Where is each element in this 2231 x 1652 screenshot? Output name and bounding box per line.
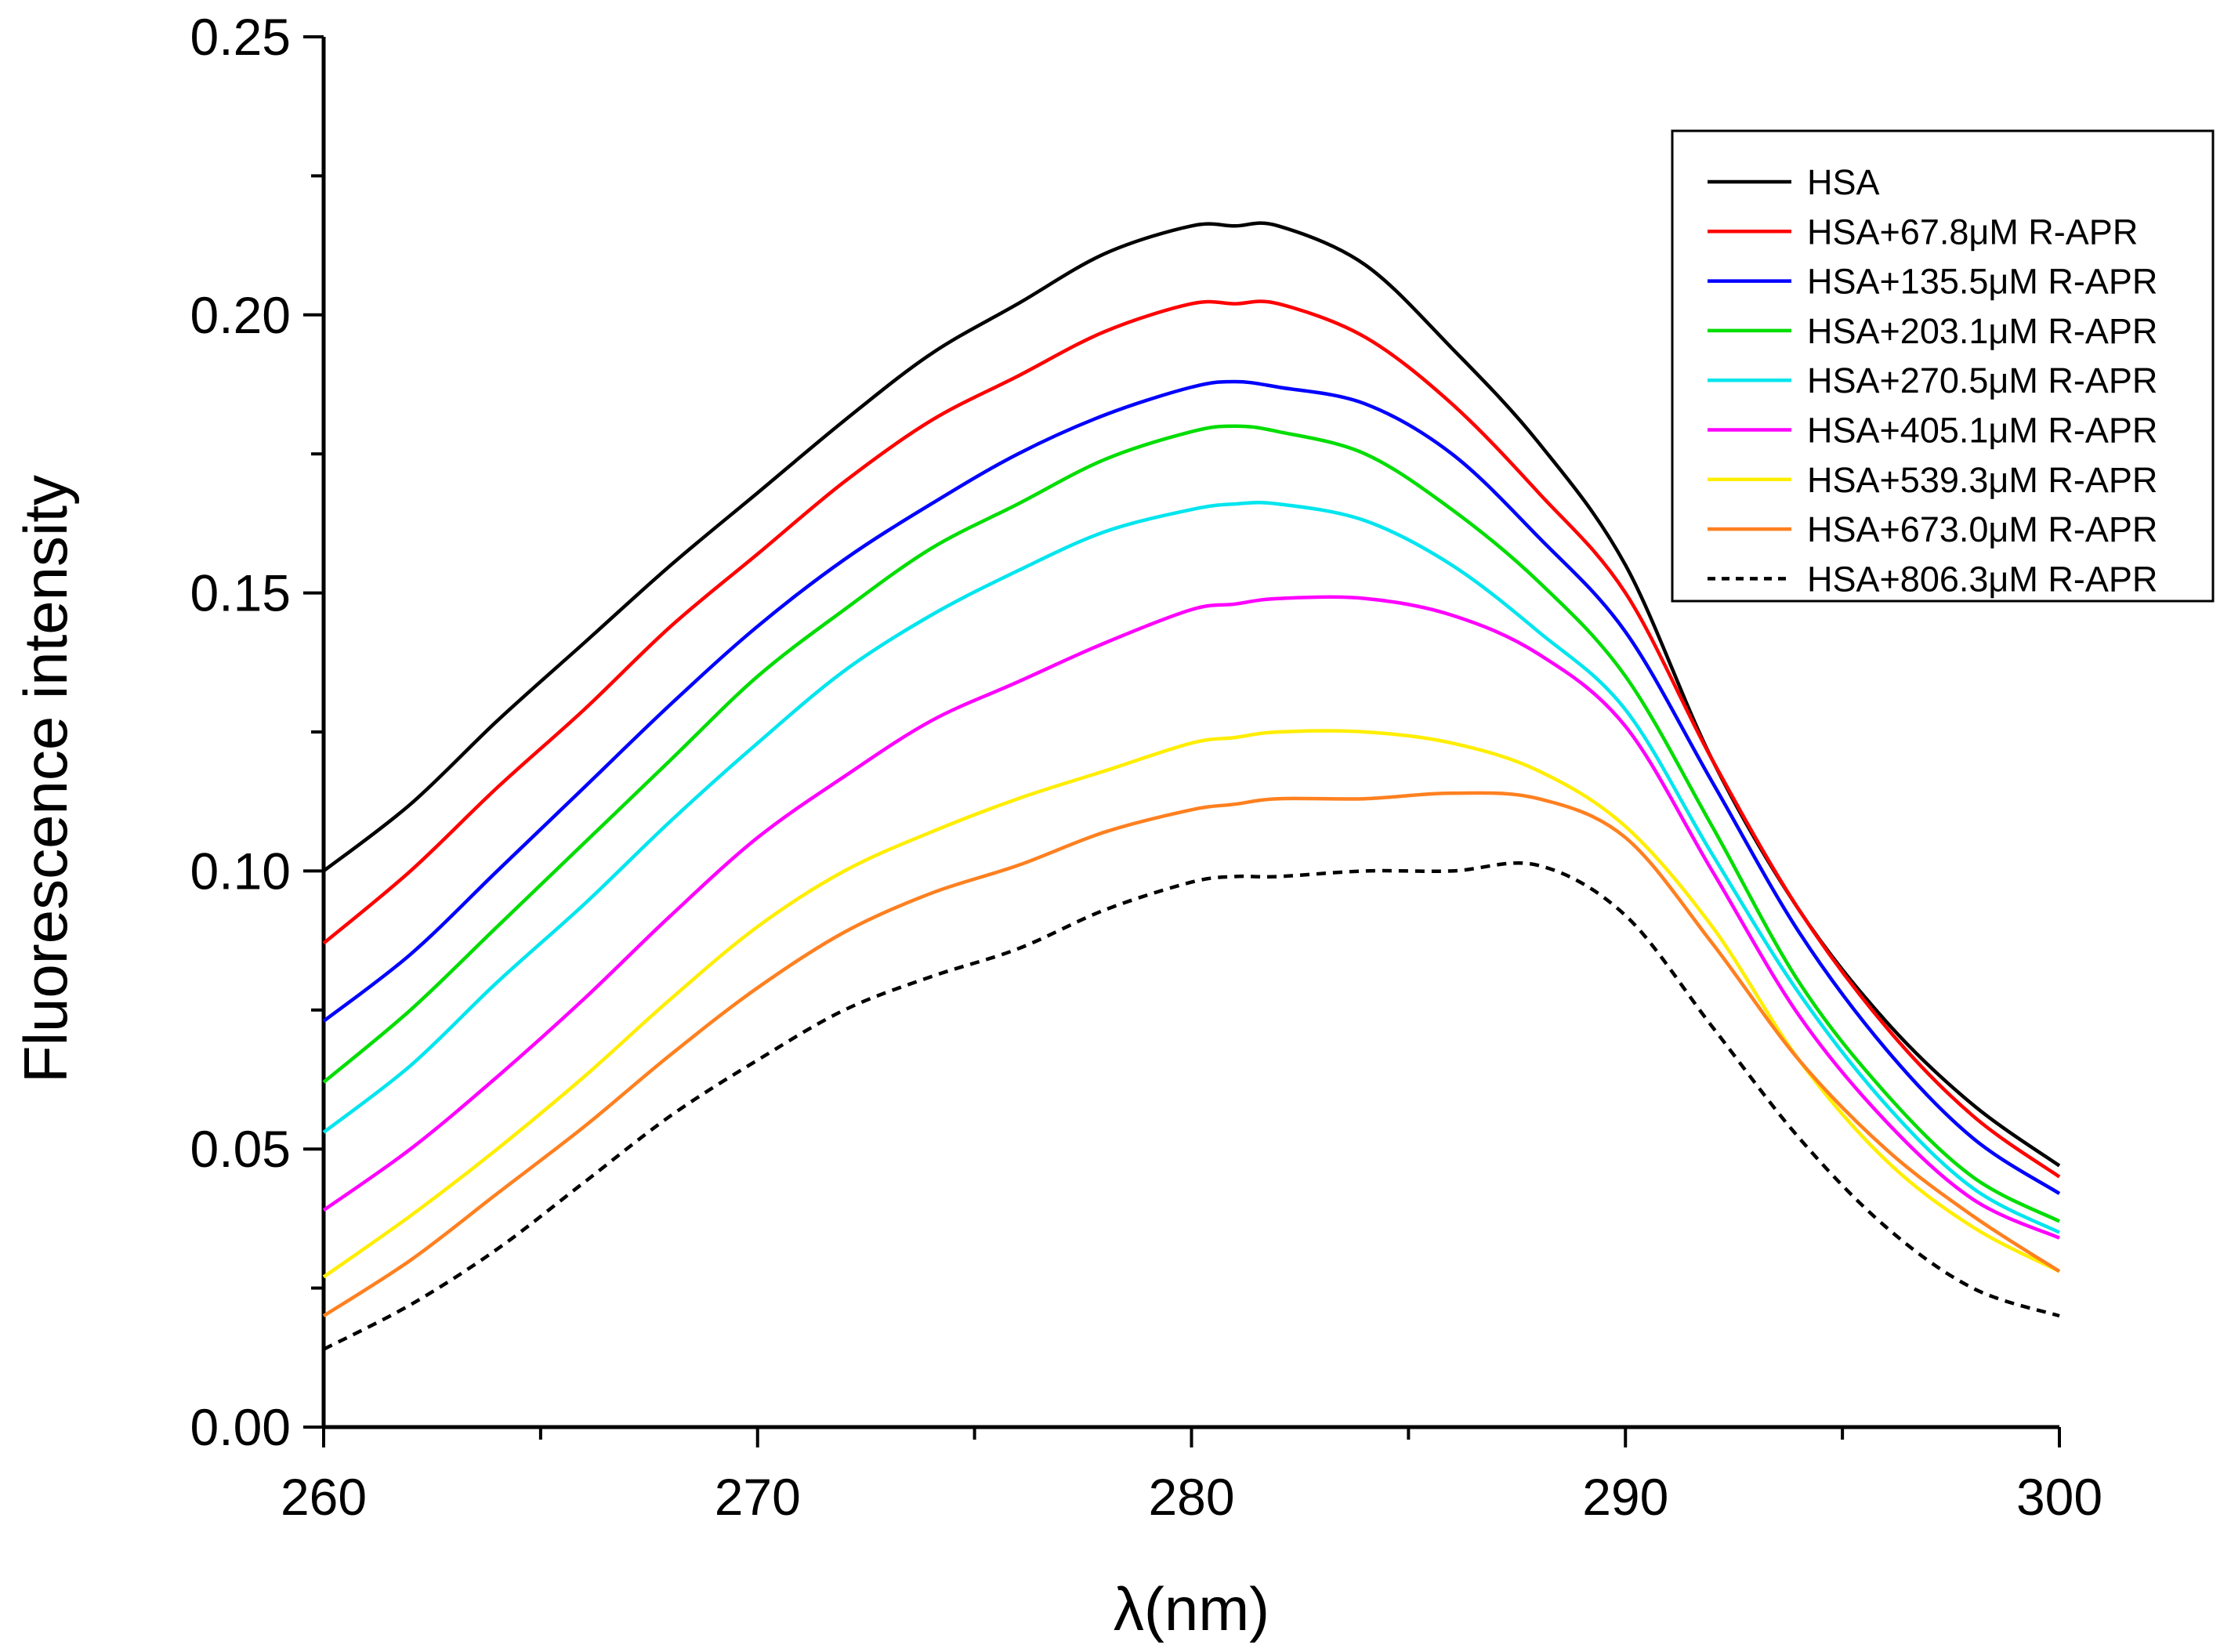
- x-tick-label: 270: [715, 1468, 801, 1526]
- y-tick-label: 0.25: [190, 8, 291, 66]
- series-line-4: [322, 500, 2061, 1234]
- series-line-5: [322, 595, 2060, 1240]
- legend-label-3: HSA+203.1μM R-APR: [1807, 311, 2157, 351]
- legend-label-6: HSA+539.3μM R-APR: [1807, 460, 2157, 500]
- series-line-8: [322, 861, 2060, 1351]
- series-line-7: [322, 791, 2061, 1317]
- legend-box: [1671, 129, 2215, 603]
- series-line-2: [322, 379, 2061, 1195]
- legend-label-4: HSA+270.5μM R-APR: [1807, 360, 2157, 400]
- legend-label-2: HSA+135.5μM R-APR: [1807, 262, 2157, 302]
- y-axis-title: Fluorescence intensity: [11, 475, 80, 1083]
- x-tick-label: 280: [1148, 1468, 1234, 1526]
- axes-layer: 260 270 280 290 300 0.00 0.05 0.10 0.15 0.20 0.25: [190, 8, 2103, 1526]
- y-tick-label: 0.15: [190, 564, 291, 622]
- x-tick-label: 290: [1582, 1468, 1668, 1526]
- legend-label-0: HSA: [1807, 162, 1880, 202]
- x-axis-title: λ(nm): [1114, 1574, 1269, 1643]
- y-tick-label: 0.05: [190, 1120, 291, 1178]
- y-tick-label: 0.10: [190, 842, 291, 900]
- legend-label-5: HSA+405.1μM R-APR: [1807, 411, 2157, 451]
- legend: HSA HSA+67.8μM R-APR HSA+135.5μM R-APR HSA+…: [1671, 129, 2215, 603]
- y-tick-label: 0.20: [190, 286, 291, 344]
- series-line-6: [322, 729, 2061, 1279]
- legend-label-1: HSA+67.8μM R-APR: [1807, 212, 2138, 252]
- legend-label-8: HSA+806.3μM R-APR: [1807, 559, 2157, 599]
- legend-label-7: HSA+673.0μM R-APR: [1807, 509, 2157, 549]
- series-line-1: [322, 299, 2061, 1179]
- series-line-3: [322, 424, 2061, 1223]
- x-tick-label: 260: [281, 1468, 367, 1526]
- x-tick-label: 300: [2016, 1468, 2102, 1526]
- series-layer: [322, 221, 2061, 1351]
- y-tick-label: 0.00: [190, 1398, 291, 1456]
